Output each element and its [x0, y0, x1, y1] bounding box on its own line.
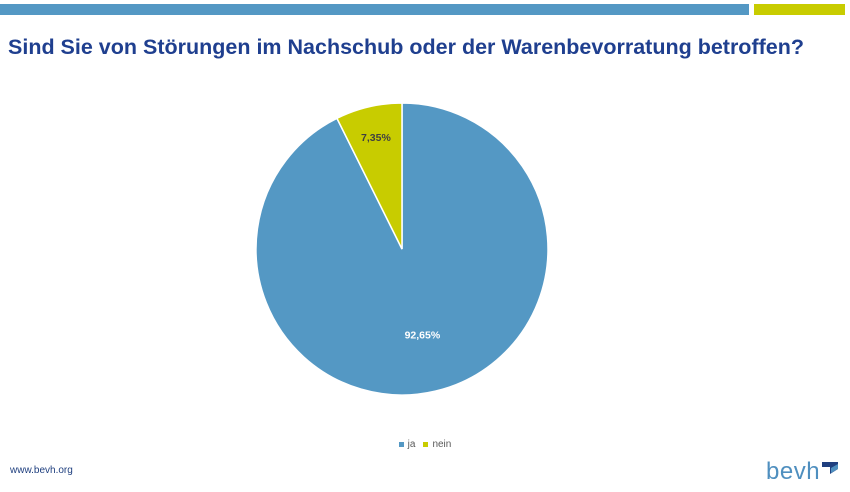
- slide-title: Sind Sie von Störungen im Nachschub oder…: [8, 35, 804, 59]
- top-accent-bar-blue: [0, 4, 749, 15]
- chart-legend: ja nein: [0, 439, 850, 450]
- footer-url-link[interactable]: www.bevh.org: [10, 465, 73, 476]
- legend-swatch-nein: [423, 442, 429, 447]
- logo-text: bevh: [766, 458, 821, 485]
- bevh-logo: bevh: [766, 458, 839, 485]
- pie-slice-nein: [335, 102, 403, 250]
- data-label-nein: 7,35%: [361, 132, 391, 144]
- check-mark-icon: [822, 462, 839, 474]
- top-accent-bar-lime: [754, 4, 845, 15]
- legend-label-nein: nein: [432, 439, 452, 450]
- legend-item-ja: ja: [398, 439, 416, 450]
- data-label-ja: 92,65%: [405, 329, 441, 341]
- legend-label-ja: ja: [407, 439, 416, 450]
- legend-swatch-ja: [398, 442, 404, 447]
- legend-item-nein: nein: [423, 439, 451, 450]
